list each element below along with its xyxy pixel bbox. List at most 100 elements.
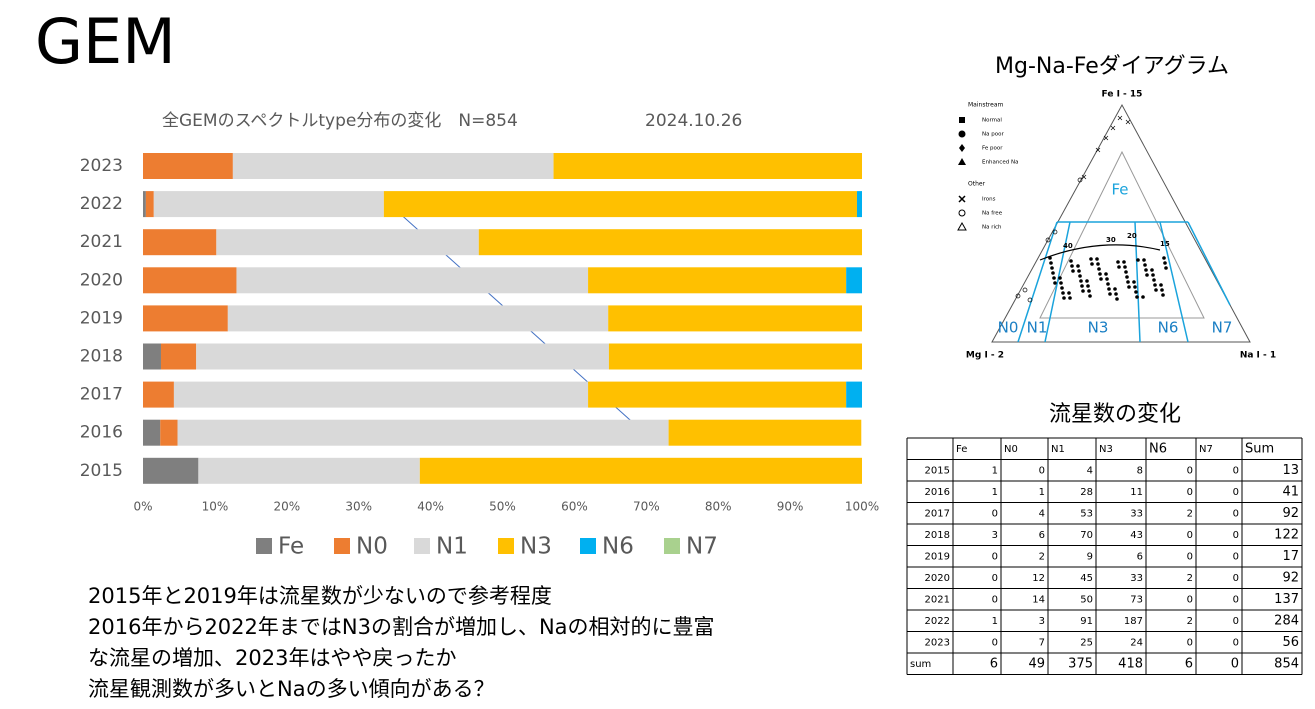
diagram-point — [1095, 257, 1099, 261]
legend-group-title: Other — [968, 181, 986, 188]
legend-swatch — [580, 538, 596, 554]
legend-swatch — [256, 538, 272, 554]
diagram-point — [1106, 282, 1110, 286]
table-cell: 70 — [1080, 530, 1093, 541]
table-cell: 14 — [1032, 594, 1045, 605]
table-cell: 0 — [992, 573, 998, 584]
legend-label: N3 — [520, 534, 552, 560]
triangle — [991, 103, 1251, 343]
table-row-label: 2018 — [925, 530, 950, 541]
diagram-point — [1159, 283, 1163, 287]
bar-segment — [419, 457, 862, 484]
x-tick-label: 100% — [845, 500, 879, 514]
table-row-label: 2019 — [925, 551, 950, 562]
diagram-point — [1079, 279, 1083, 283]
diagram-point — [1126, 280, 1130, 284]
table-row-label: 2017 — [925, 508, 950, 519]
table-cell: 0 — [1187, 551, 1193, 562]
bar-segment — [668, 419, 862, 446]
trend-curve — [1039, 244, 1161, 261]
x-tick-label: 50% — [489, 500, 516, 514]
legend-item: Na poor — [982, 132, 1004, 138]
table-cell: 45 — [1080, 573, 1093, 584]
zone-line — [1017, 221, 1058, 343]
region-label: Fe — [1111, 181, 1128, 199]
bar-segment — [198, 457, 420, 484]
bar-segment — [145, 191, 154, 218]
diagram-point — [1077, 177, 1083, 183]
bar-segment — [383, 191, 857, 218]
diagram-point — [1068, 296, 1072, 300]
table-cell: 0 — [1187, 487, 1193, 498]
y-tick-label: 2020 — [80, 270, 123, 290]
diagram-point — [1053, 281, 1057, 285]
diagram-point — [1143, 263, 1147, 267]
diagram-point — [1164, 266, 1168, 270]
table-cell: 9 — [1087, 551, 1093, 562]
table-cell: 13 — [1282, 463, 1299, 478]
chart-title: 全GEMのスペクトルtype分布の変化 N=854 — [162, 111, 518, 131]
table-header: N7 — [1199, 444, 1213, 455]
table-cell: 91 — [1080, 616, 1093, 627]
bar-segment — [143, 343, 161, 370]
diagram-point — [1122, 260, 1126, 264]
table-cell: 284 — [1274, 613, 1299, 628]
legend-symbol — [957, 221, 967, 231]
diagram-point — [1058, 276, 1062, 280]
diagram-point — [1080, 284, 1084, 288]
table-cell: 0 — [1233, 487, 1239, 498]
diagram-point — [1062, 296, 1066, 300]
diagram-point — [1124, 270, 1128, 274]
table-cell: 122 — [1274, 527, 1299, 542]
diagram-point — [1125, 275, 1129, 279]
ternary-labels: Fe I - 15 Mg I - 2 Na I - 1 Fe Mainstream Nor… — [957, 90, 1276, 361]
legend-symbol — [958, 195, 966, 203]
slide-title: GEM — [35, 5, 176, 78]
x-tick-label: 20% — [273, 500, 300, 514]
table-cell: 6 — [1185, 656, 1193, 671]
table-cell: 25 — [1080, 637, 1093, 648]
diagram-point — [1060, 286, 1064, 290]
table-cell: 73 — [1130, 594, 1143, 605]
diagram-point — [1098, 272, 1102, 276]
note-line: 流星観測数が多いとNaの多い傾向がある？ — [88, 677, 495, 701]
zone-line — [1159, 221, 1189, 343]
table-cell: 0 — [1187, 530, 1193, 541]
legend-label: N0 — [356, 534, 388, 560]
diagram-point — [1052, 276, 1056, 280]
table-cell: 7 — [1039, 637, 1045, 648]
diagram-point — [1071, 269, 1075, 273]
bar-segment — [856, 191, 862, 218]
diagram-point — [1163, 261, 1167, 265]
table-row-label: 2021 — [925, 594, 950, 605]
bar-segment — [143, 229, 217, 256]
diagram-point — [1078, 274, 1082, 278]
bar-segment — [232, 153, 554, 179]
legend-item: Irons — [982, 197, 996, 203]
zone-label: N0 — [998, 319, 1019, 337]
x-tick-label: 60% — [561, 500, 588, 514]
table-header: N3 — [1099, 444, 1113, 455]
legend-symbol — [959, 144, 965, 152]
zone-label: N1 — [1027, 319, 1048, 337]
bar-segment — [143, 457, 199, 484]
legend-swatch — [414, 538, 430, 554]
table-cell: 854 — [1274, 656, 1299, 671]
bar-segment — [160, 343, 197, 370]
vertex-label: Na I - 1 — [1240, 351, 1276, 361]
diagram-point — [1153, 283, 1157, 287]
table-cell: 6 — [1137, 551, 1143, 562]
diagram-point — [1086, 284, 1090, 288]
bar-segment — [608, 305, 862, 332]
y-tick-label: 2019 — [80, 308, 123, 328]
legend-swatch — [664, 538, 680, 554]
table-cell: 92 — [1282, 570, 1299, 585]
diagram-point — [1150, 268, 1154, 272]
bar-segment — [173, 381, 589, 408]
table-cell: 0 — [1233, 637, 1239, 648]
diagram-point — [1136, 258, 1140, 262]
diagram-point — [1048, 256, 1052, 260]
diagram-point: × — [1095, 146, 1102, 155]
table-row-label: 2020 — [925, 573, 950, 584]
table-cell: 4 — [1039, 508, 1045, 519]
